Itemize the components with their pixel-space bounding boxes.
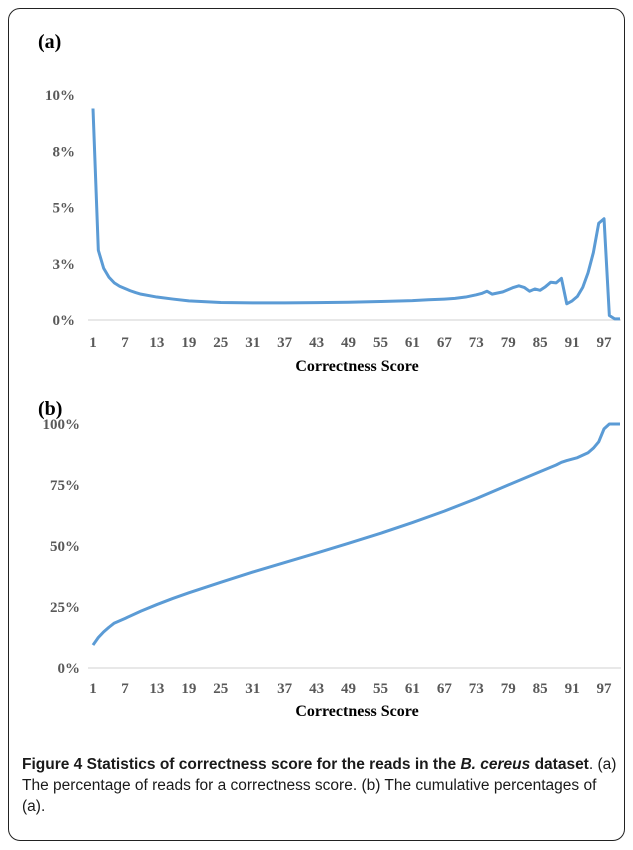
figure-caption: Figure 4 Statistics of correctness score… — [22, 754, 622, 817]
x-tick-label: 73 — [469, 681, 484, 697]
x-tick-label: 1 — [89, 335, 97, 351]
y-tick-label: 3% — [53, 257, 76, 273]
y-tick-label: 25% — [50, 600, 80, 616]
x-tick-label: 91 — [565, 681, 580, 697]
x-axis-title-a: Correctness Score — [295, 358, 418, 375]
x-tick-label: 25 — [213, 335, 228, 351]
x-tick-label: 61 — [405, 681, 420, 697]
x-tick-label: 43 — [309, 335, 324, 351]
x-tick-label: 55 — [373, 681, 388, 697]
x-tick-label: 97 — [597, 681, 613, 697]
chart-panel-b: (b) 0% 25% 50% 75% 100% 1 7 13 19 25 31 37 43 49 55 61… — [38, 398, 621, 720]
x-tick-label: 25 — [213, 681, 228, 697]
x-tick-label: 73 — [469, 335, 484, 351]
figure-svg: (a) 0%3%5%8%10% 1 7 13 19 25 31 37 43 49 55 61 67 73… — [38, 31, 621, 720]
y-tick-label: 0% — [58, 661, 81, 677]
x-tick-label: 79 — [501, 335, 516, 351]
y-tick-label: 0% — [53, 313, 76, 329]
x-tick-label: 97 — [597, 335, 613, 351]
y-tick-labels-b: 0% 25% 50% 75% 100% — [43, 417, 81, 677]
x-tick-label: 67 — [437, 681, 453, 697]
caption-title-part1: Statistics of correctness score for the … — [86, 756, 461, 773]
caption-description: . (a) The percentage of reads for a corr… — [22, 756, 617, 815]
series-line-a — [91, 108, 620, 321]
x-tick-label: 19 — [181, 335, 196, 351]
x-tick-label: 55 — [373, 335, 388, 351]
figure-frame — [8, 8, 625, 841]
caption-species: B. cereus — [460, 756, 531, 773]
y-tick-label: 8% — [53, 144, 76, 160]
y-tick-labels-a: 0% 3% 5% 8% 10% — [45, 88, 75, 329]
y-tick-label: 10% — [45, 88, 75, 104]
x-tick-label: 31 — [245, 335, 260, 351]
y-tick-label: 75% — [50, 478, 80, 494]
x-tick-label: 37 — [277, 335, 293, 351]
x-tick-label: 13 — [149, 681, 164, 697]
x-tick-label: 79 — [501, 681, 516, 697]
x-tick-label: 67 — [437, 335, 453, 351]
x-tick-label: 1 — [89, 681, 97, 697]
x-tick-label: 31 — [245, 681, 260, 697]
x-tick-labels-a: 1 7 13 19 25 31 37 43 49 55 61 67 73 79 85 91 97 — [89, 335, 612, 351]
y-tick-label: 5% — [53, 201, 76, 217]
y-tick-label: 50% — [50, 539, 80, 555]
x-tick-label: 91 — [565, 335, 580, 351]
x-tick-label: 61 — [405, 335, 420, 351]
caption-figure-number: Figure 4 — [22, 756, 83, 773]
x-tick-label: 49 — [341, 681, 356, 697]
x-tick-label: 49 — [341, 335, 356, 351]
caption-title-part2: dataset — [530, 756, 589, 773]
x-tick-label: 85 — [533, 335, 548, 351]
chart-panel-a: (a) 0% 3% 5% 8% 10% 1 7 13 19 25 31 37 43 49 55 61 67 73… — [38, 31, 621, 375]
panel-label-b: (b) — [38, 398, 62, 420]
x-axis-title-b: Correctness Score — [295, 703, 418, 720]
x-tick-label: 13 — [149, 335, 164, 351]
x-tick-labels-b: 1 7 13 19 25 31 37 43 49 55 61 67 73 79 85 91 97 — [89, 681, 612, 697]
panel-label-a: (a) — [38, 31, 61, 53]
x-tick-label: 85 — [533, 681, 548, 697]
x-tick-label: 7 — [121, 681, 129, 697]
series-line-b — [91, 422, 620, 646]
x-tick-label: 43 — [309, 681, 324, 697]
x-tick-label: 37 — [277, 681, 293, 697]
x-tick-label: 7 — [121, 335, 129, 351]
y-tick-label: 100% — [43, 417, 81, 433]
x-tick-label: 19 — [181, 681, 196, 697]
